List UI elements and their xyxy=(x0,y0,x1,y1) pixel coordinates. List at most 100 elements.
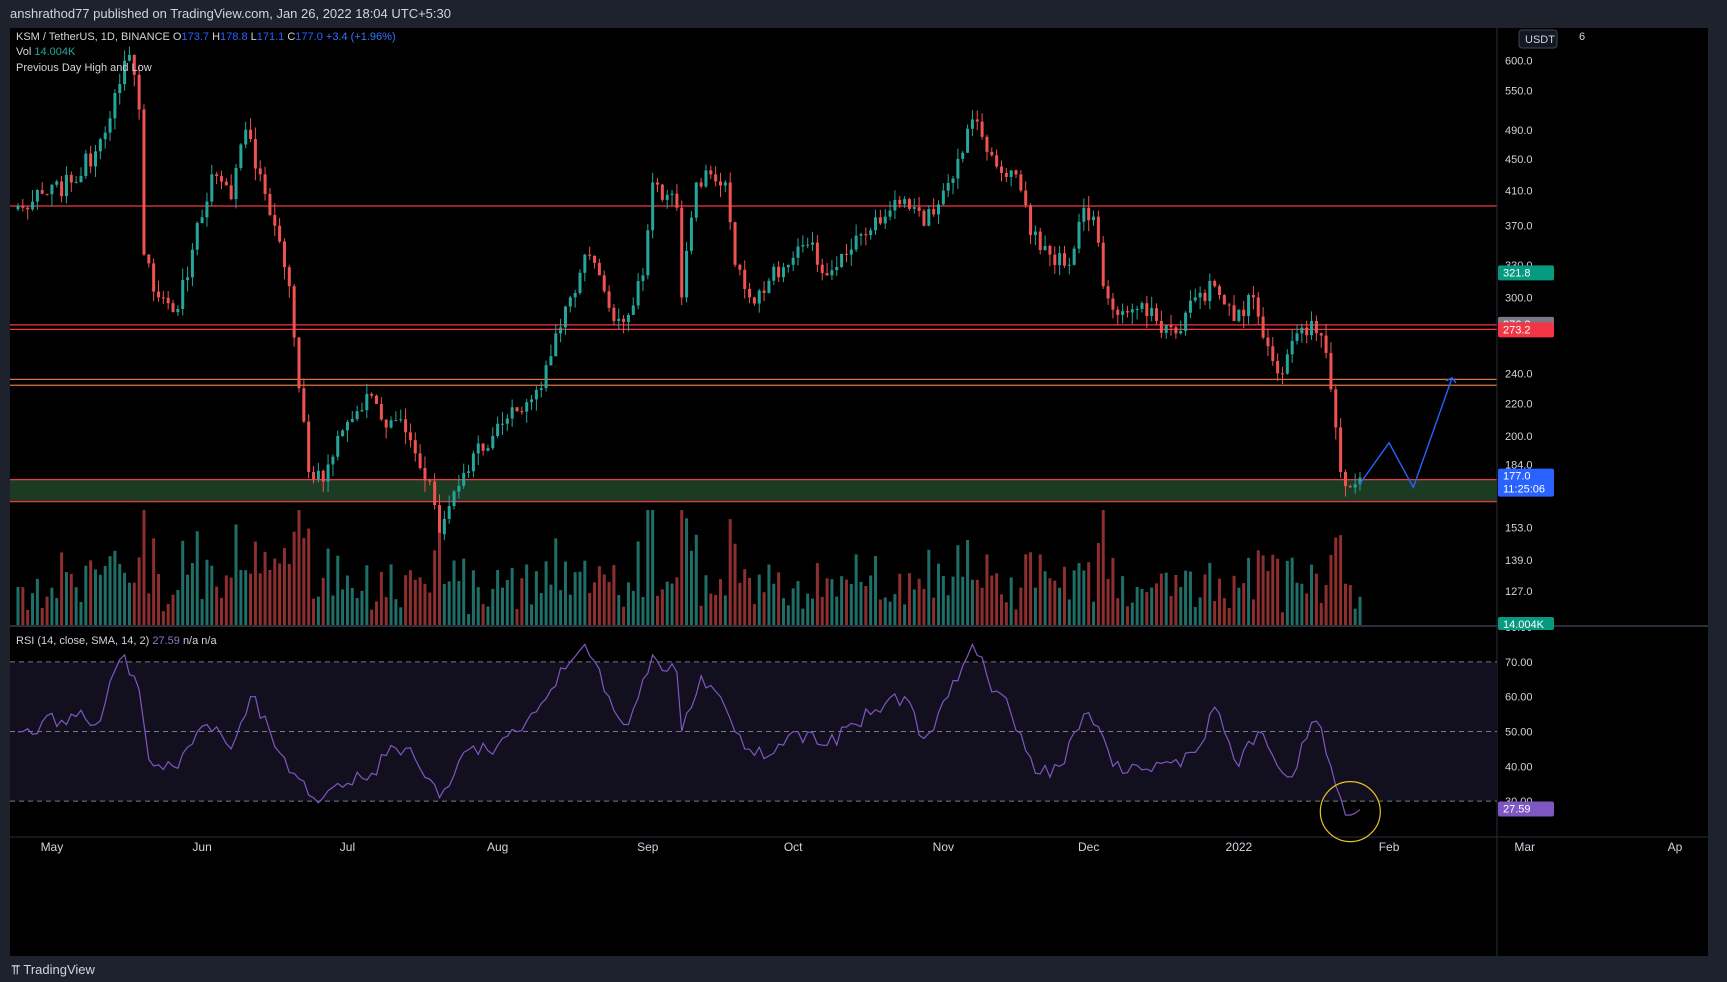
volume-bar xyxy=(1290,557,1294,625)
chart-canvas[interactable]: 127.0 139.0 153.0 184.0 200.0 220.0 240.0 300.0… xyxy=(10,28,1708,956)
volume-bar xyxy=(806,593,810,625)
candle-body xyxy=(864,234,868,236)
volume-bar xyxy=(394,599,398,625)
chart-frame[interactable]: 127.0 139.0 153.0 184.0 200.0 220.0 240.0 300.0… xyxy=(10,28,1708,956)
volume-bar xyxy=(1213,601,1217,625)
candle-body xyxy=(1150,308,1154,316)
candle-body xyxy=(258,168,262,175)
volume-bar xyxy=(985,554,989,625)
candle-body xyxy=(1067,264,1071,266)
candle-body xyxy=(447,506,451,519)
volume-bar xyxy=(1271,554,1275,625)
candle-body xyxy=(1092,216,1096,221)
candle-body xyxy=(181,280,185,309)
indicator-name[interactable]: Previous Day High and Low xyxy=(16,62,152,74)
volume-bar xyxy=(370,609,374,625)
volume-bar xyxy=(1261,555,1265,625)
candle-body xyxy=(1111,298,1115,310)
volume-bar xyxy=(74,587,78,625)
candle-body xyxy=(612,307,616,321)
candle-body xyxy=(234,167,238,200)
volume-bar xyxy=(1048,578,1052,625)
volume-bar xyxy=(874,556,878,625)
volume-bar xyxy=(476,587,480,625)
candle-body xyxy=(137,74,141,110)
volume-bar xyxy=(718,579,722,625)
volume-bar xyxy=(1324,584,1328,625)
candle-body xyxy=(108,118,112,133)
volume-label[interactable]: Vol xyxy=(16,46,32,58)
candle-body xyxy=(1242,309,1246,317)
candle-body xyxy=(748,288,752,298)
volume-bar xyxy=(1106,578,1110,625)
candle-body xyxy=(704,170,708,187)
symbol-name[interactable]: KSM / TetherUS, 1D, BINANCE xyxy=(16,31,170,43)
candle-body xyxy=(777,266,781,278)
brand-label: TradingView xyxy=(23,962,95,977)
candle-body xyxy=(156,291,161,298)
candle-body xyxy=(1319,333,1323,336)
candle-body xyxy=(278,225,282,242)
volume-bar xyxy=(525,564,529,625)
candle-body xyxy=(1038,231,1042,250)
candle-body xyxy=(961,152,965,159)
candle-body xyxy=(1130,309,1134,313)
candle-body xyxy=(578,272,582,293)
rsi-label[interactable]: RSI (14, close, SMA, 14, 2) xyxy=(16,635,150,647)
candle-body xyxy=(1164,325,1168,333)
candle-body xyxy=(1266,337,1270,347)
volume-bar xyxy=(413,579,417,625)
volume-bar xyxy=(796,581,800,625)
candle-body xyxy=(341,430,345,436)
volume-bar xyxy=(282,548,286,625)
volume-bar xyxy=(883,597,887,625)
candle-body xyxy=(714,174,718,182)
volume-bar xyxy=(1053,580,1057,625)
volume-bar xyxy=(728,519,732,625)
volume-bar xyxy=(132,582,136,625)
tradingview-brand[interactable]: ⫪ TradingView xyxy=(12,962,95,978)
volume-bar xyxy=(147,593,151,625)
volume-bar xyxy=(844,579,848,625)
candle-body xyxy=(515,407,519,412)
rsi-tick-label: 70.00 xyxy=(1505,657,1533,669)
candle-body xyxy=(244,129,248,145)
candle-body xyxy=(1280,373,1284,375)
candle-body xyxy=(815,242,819,265)
badge-volume xyxy=(1498,617,1554,630)
candle-body xyxy=(55,181,59,185)
volume-bar xyxy=(118,563,122,625)
volume-bar xyxy=(500,587,504,625)
candle-body xyxy=(195,223,199,250)
volume-bar xyxy=(1135,587,1139,625)
volume-bar xyxy=(1305,593,1309,625)
volume-bar xyxy=(995,573,999,625)
candle-body xyxy=(660,184,664,200)
candle-body xyxy=(1125,311,1129,313)
volume-bar xyxy=(626,582,630,625)
volume-bar xyxy=(1043,571,1047,625)
volume-bar xyxy=(268,569,272,625)
candle-body xyxy=(733,222,737,265)
volume-bar xyxy=(791,588,795,625)
candle-body xyxy=(1285,354,1289,374)
volume-bar xyxy=(583,560,587,625)
candle-body xyxy=(1305,327,1309,336)
volume-bar xyxy=(699,605,703,625)
volume-bar xyxy=(234,524,238,625)
candle-body xyxy=(21,205,25,208)
candle-body xyxy=(999,166,1003,173)
candle-body xyxy=(854,235,858,250)
volume-bar xyxy=(433,550,437,625)
volume-bar xyxy=(903,604,907,625)
rsi-value: 27.59 xyxy=(152,635,180,647)
volume-bar xyxy=(946,595,950,625)
candle-body xyxy=(723,182,727,186)
time-tick-label: Aug xyxy=(487,840,508,854)
candle-body xyxy=(496,423,500,436)
candle-body xyxy=(1295,333,1299,341)
volume-bar xyxy=(961,576,965,625)
publish-header: anshrathod77 published on TradingView.co… xyxy=(10,6,451,21)
volume-bar xyxy=(399,607,403,625)
volume-bar xyxy=(1319,602,1323,625)
